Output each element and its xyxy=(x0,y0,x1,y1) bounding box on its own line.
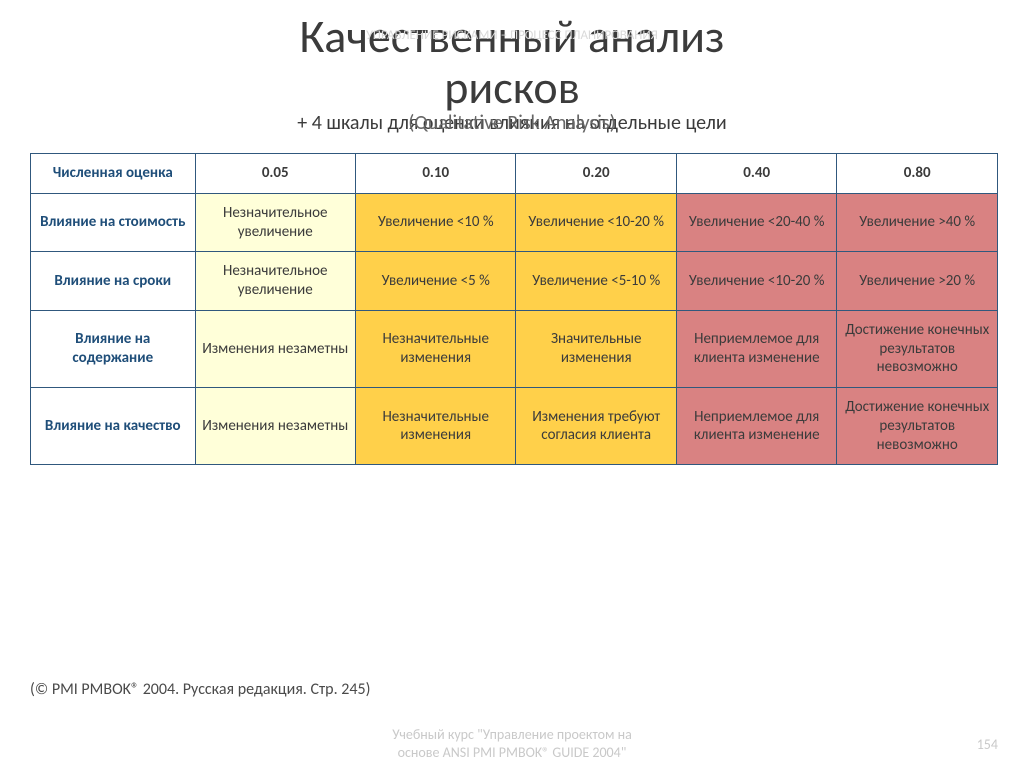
cell: Неприемлемое для клиента изменение xyxy=(676,310,836,387)
table-header-row: Численная оценка 0.05 0.10 0.20 0.40 0.8… xyxy=(31,154,998,194)
cell: Увеличение <5-10 % xyxy=(516,252,676,311)
cell: Изменения незаметны xyxy=(195,310,355,387)
cell: Достижение конечных результатов невозмож… xyxy=(837,388,998,465)
row-label-scope: Влияние на содержание xyxy=(31,310,196,387)
cell: Увеличение <20-40 % xyxy=(676,193,836,252)
subtitle: (Qualitative Risk Analysis) + 4 шкалы дл… xyxy=(30,111,994,135)
cell: Увеличение <10-20 % xyxy=(516,193,676,252)
footer-course: Учебный курс "Управление проектом на осн… xyxy=(0,726,1024,761)
header-label: Численная оценка xyxy=(31,154,196,194)
cell: Незначительные изменения xyxy=(355,388,515,465)
cell: Увеличение <5 % xyxy=(355,252,515,311)
slide: УПРАВЛЕНИЕ РИСКАМИ – ПРОЦЕСС ПЛАНИРОВАНИ… xyxy=(0,12,1024,779)
table-row: Влияние на качество Изменения незаметны … xyxy=(31,388,998,465)
section-header: УПРАВЛЕНИЕ РИСКАМИ – ПРОЦЕСС ПЛАНИРОВАНИ… xyxy=(0,28,1024,43)
col-040: 0.40 xyxy=(676,154,836,194)
cell: Достижение конечных результатов невозмож… xyxy=(837,310,998,387)
cell: Увеличение <10 % xyxy=(355,193,515,252)
col-080: 0.80 xyxy=(837,154,998,194)
table-row: Влияние на сроки Незначительное увеличен… xyxy=(31,252,998,311)
cell: Изменения незаметны xyxy=(195,388,355,465)
row-label-schedule: Влияние на сроки xyxy=(31,252,196,311)
footer-line-1: Учебный курс "Управление проектом на xyxy=(392,726,632,743)
risk-impact-table: Численная оценка 0.05 0.10 0.20 0.40 0.8… xyxy=(30,153,998,465)
cell: Незначительные изменения xyxy=(355,310,515,387)
col-010: 0.10 xyxy=(355,154,515,194)
col-005: 0.05 xyxy=(195,154,355,194)
cell: Незначительное увеличение xyxy=(195,252,355,311)
row-label-cost: Влияние на стоимость xyxy=(31,193,196,252)
subtitle-back: (Qualitative Risk Analysis) xyxy=(30,111,994,135)
cell: Изменения требуют согласия клиента xyxy=(516,388,676,465)
cell: Незначительное увеличение xyxy=(195,193,355,252)
cell: Значительные изменения xyxy=(516,310,676,387)
cell: Увеличение >40 % xyxy=(837,193,998,252)
cell: Увеличение <10-20 % xyxy=(676,252,836,311)
table-row: Влияние на стоимость Незначительное увел… xyxy=(31,193,998,252)
row-label-quality: Влияние на качество xyxy=(31,388,196,465)
col-020: 0.20 xyxy=(516,154,676,194)
footer-line-2: основе ANSI PMI PMBOK® GUIDE 2004" xyxy=(398,744,627,761)
cell: Неприемлемое для клиента изменение xyxy=(676,388,836,465)
cell: Увеличение >20 % xyxy=(837,252,998,311)
table-row: Влияние на содержание Изменения незаметн… xyxy=(31,310,998,387)
source-note: (© PMI PMBOK® 2004. Русская редакция. Ст… xyxy=(30,680,370,699)
title-line-2: рисков xyxy=(444,60,579,116)
page-number: 154 xyxy=(977,736,998,753)
